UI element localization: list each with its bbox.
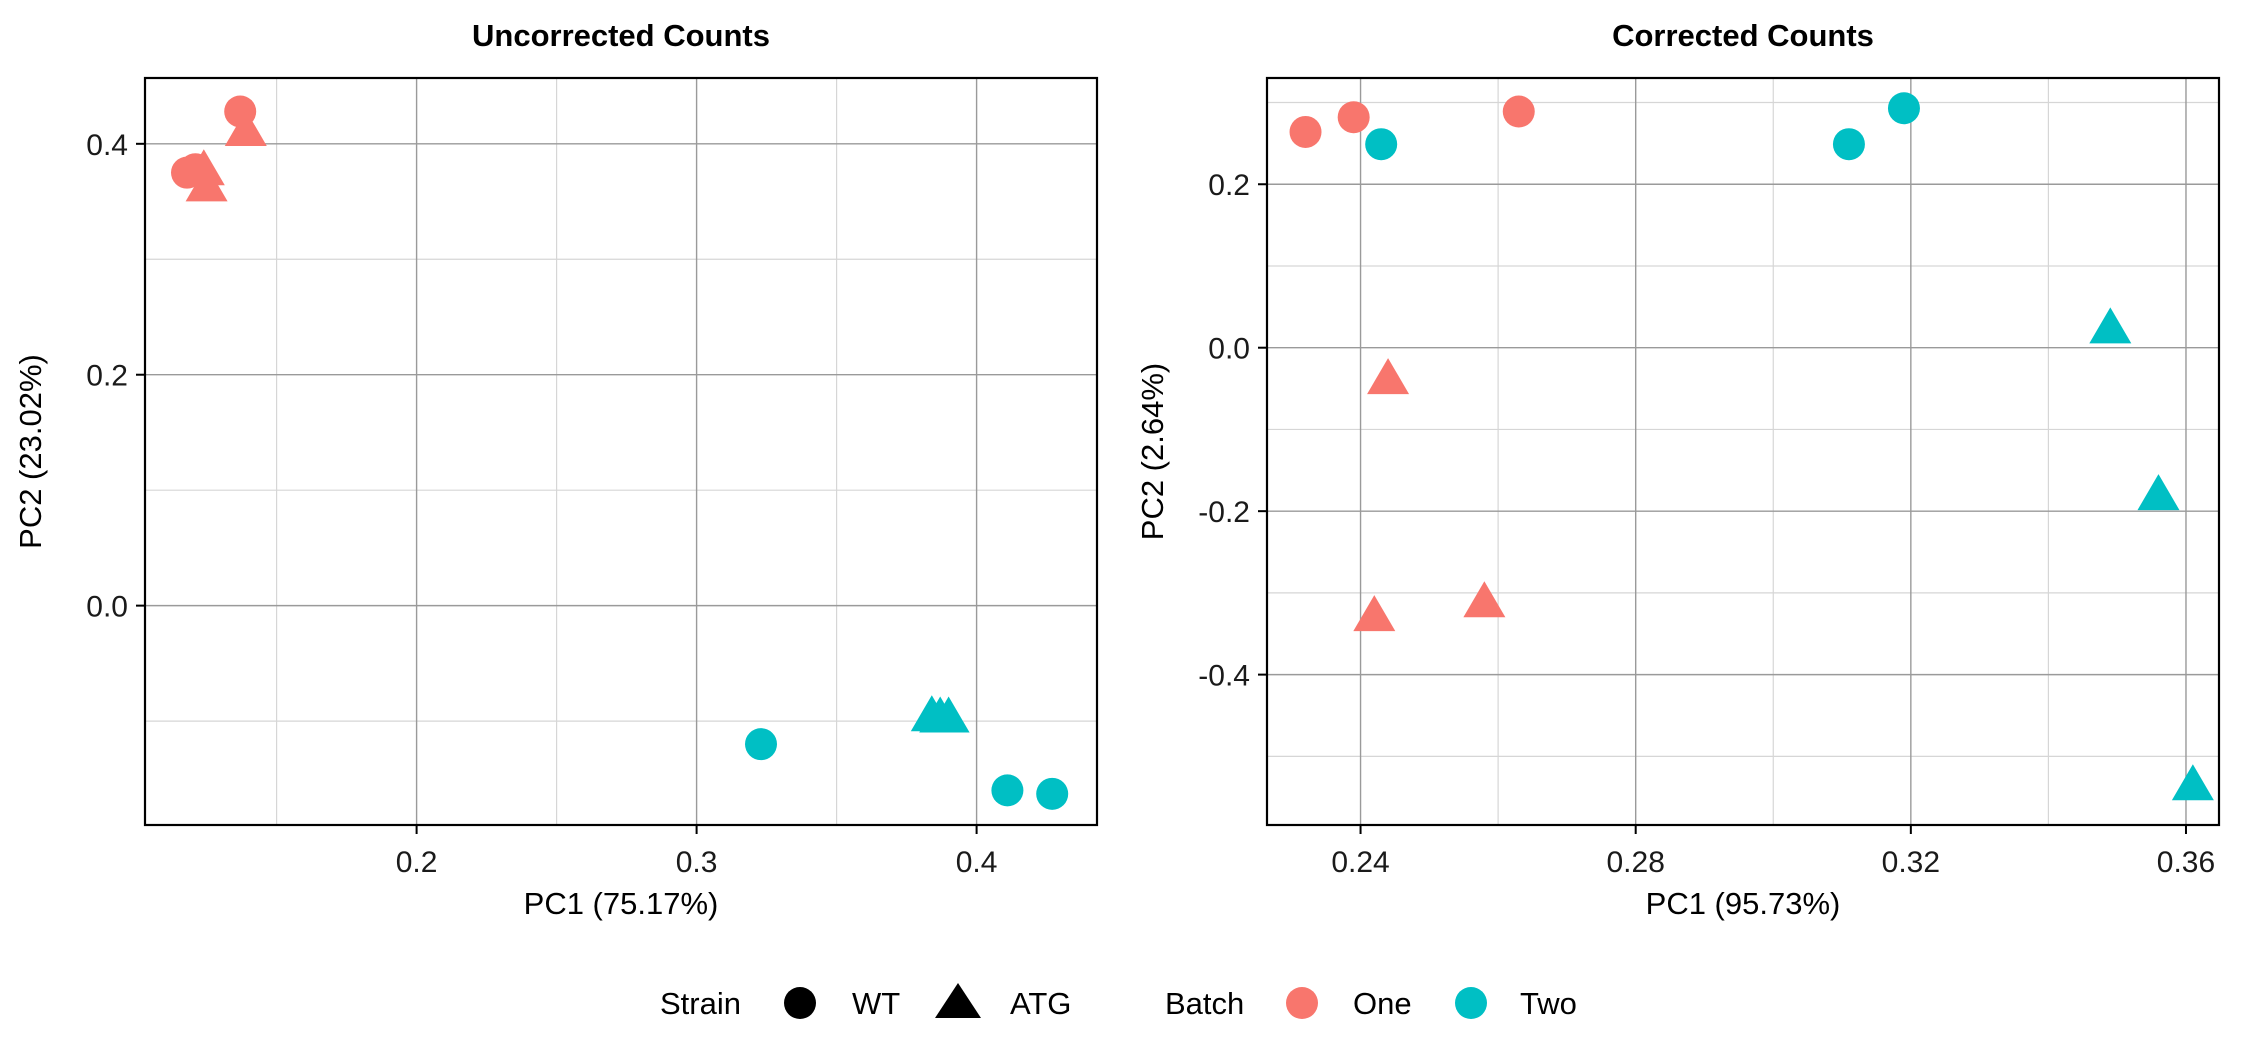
uncorrected-point-triangle-one-4 — [185, 165, 228, 202]
corrected-plot-area — [1267, 78, 2219, 825]
uncorrected-point-circle-two-6 — [745, 728, 777, 761]
uncorrected-point-triangle-two-11 — [927, 696, 970, 733]
corrected-point-triangle-two-10 — [2137, 474, 2180, 511]
corrected-x-tick-label-0-24: 0.24 — [1331, 846, 1389, 879]
legend-one-label: One — [1353, 986, 1412, 1021]
legend-strain-title: Strain — [660, 986, 741, 1021]
corrected-x-tick-label-0-36: 0.36 — [2157, 846, 2215, 879]
corrected-y-tick-label--0-4: -0.4 — [1198, 660, 1250, 693]
uncorrected-point-circle-two-8 — [1036, 777, 1069, 810]
uncorrected-plot-border — [143, 76, 1099, 827]
corrected-point-triangle-one-8 — [1463, 581, 1506, 618]
corrected-x-tick-label-0-28: 0.28 — [1606, 846, 1664, 879]
corrected-y-tick-label--0-2: -0.2 — [1198, 496, 1250, 529]
corrected-x-tick-label-0-32: 0.32 — [1882, 846, 1940, 879]
uncorrected-point-circle-two-7 — [991, 774, 1024, 807]
uncorrected-point-triangle-one-3 — [182, 149, 225, 186]
legend-one-key-circle — [1286, 987, 1318, 1019]
corrected-y-tick-label-0-2: 0.2 — [1208, 169, 1250, 202]
corrected-point-circle-two-3 — [1365, 128, 1398, 161]
corrected-point-circle-one-1 — [1337, 101, 1370, 134]
corrected-point-circle-one-2 — [1502, 95, 1535, 128]
corrected-point-circle-two-5 — [1887, 92, 1920, 125]
corrected-y-axis-title: PC2 (2.64%) — [1135, 363, 1170, 540]
uncorrected-x-tick-label-0-3: 0.3 — [676, 846, 718, 879]
legend-wt-key-circle — [784, 987, 816, 1019]
corrected-point-triangle-two-11 — [2171, 764, 2214, 801]
corrected-point-triangle-two-9 — [2089, 307, 2132, 344]
corrected-point-circle-one-0 — [1289, 115, 1322, 148]
legend: Strain WT ATG Batch One Two — [660, 983, 1577, 1021]
uncorrected-point-triangle-one-5 — [224, 109, 267, 146]
corrected-x-axis-title: PC1 (95.73%) — [1646, 886, 1841, 921]
corrected-point-circle-two-4 — [1832, 128, 1865, 161]
legend-two-label: Two — [1520, 986, 1577, 1021]
corrected-y-tick-label-0: 0.0 — [1208, 333, 1250, 366]
panel-corrected: 0.24 0.28 0.32 0.36 -0.4 -0.2 0.0 0.2 Corrected … — [1135, 18, 2221, 921]
panel-uncorrected: 0.2 0.3 0.4 0.0 0.2 0.4 Uncorrected Counts PC1 … — [13, 18, 1099, 921]
uncorrected-x-tick-label-0-2: 0.2 — [396, 846, 438, 879]
uncorrected-y-tick-label-0-4: 0.4 — [86, 129, 128, 162]
uncorrected-x-axis-title: PC1 (75.17%) — [524, 886, 719, 921]
corrected-point-triangle-one-7 — [1353, 595, 1396, 632]
uncorrected-y-tick-label-0: 0.0 — [86, 591, 128, 624]
corrected-panel-title: Corrected Counts — [1612, 18, 1874, 53]
uncorrected-y-tick-label-0-2: 0.2 — [86, 360, 128, 393]
uncorrected-y-axis-title: PC2 (23.02%) — [13, 354, 48, 549]
legend-two-key-circle — [1455, 987, 1487, 1019]
uncorrected-panel-title: Uncorrected Counts — [472, 18, 770, 53]
corrected-plot-border — [1265, 76, 2221, 827]
uncorrected-x-tick-label-0-4: 0.4 — [956, 846, 998, 879]
legend-atg-label: ATG — [1010, 986, 1071, 1021]
corrected-point-triangle-one-6 — [1367, 358, 1410, 395]
legend-batch-title: Batch — [1165, 986, 1244, 1021]
legend-atg-key-triangle — [935, 983, 981, 1018]
legend-wt-label: WT — [852, 986, 900, 1021]
